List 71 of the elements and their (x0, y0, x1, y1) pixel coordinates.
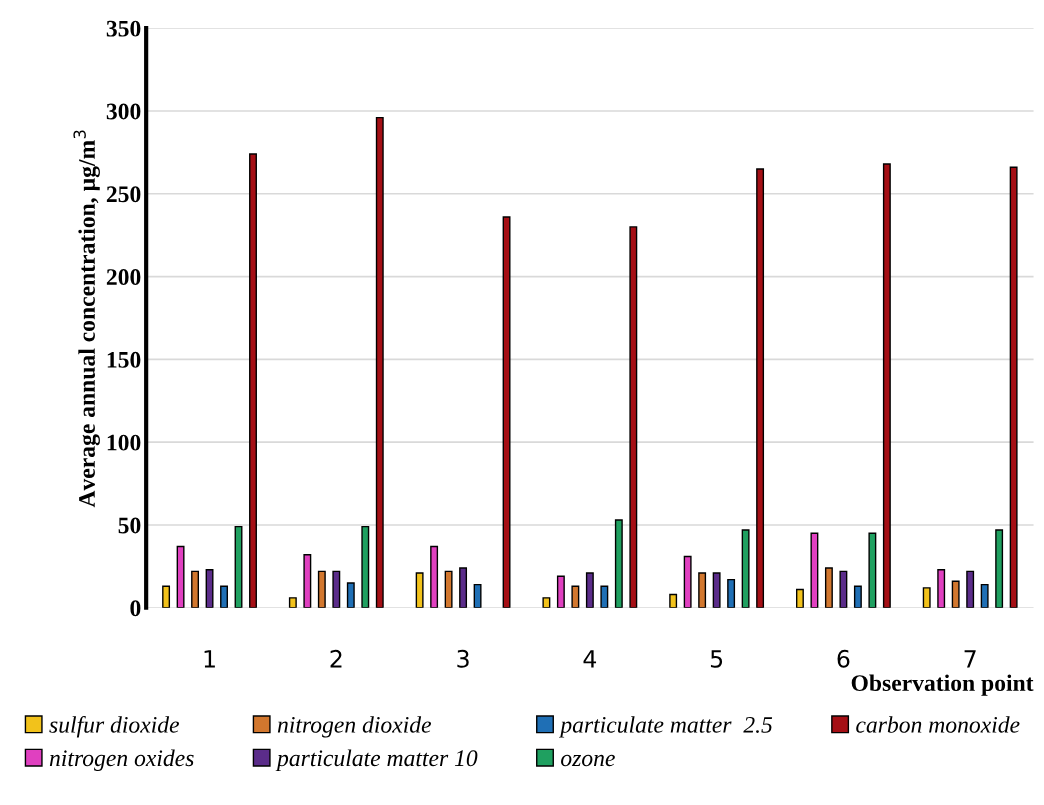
legend-label: carbon monoxide (856, 716, 1020, 733)
bar (937, 568, 946, 608)
bar (824, 567, 833, 608)
bar (629, 226, 638, 608)
bar (980, 583, 989, 608)
bar (853, 585, 862, 608)
bar (995, 529, 1004, 608)
bar (868, 532, 877, 608)
bar (922, 587, 931, 608)
x-tick-label: 2 (330, 649, 342, 668)
bar (415, 572, 424, 608)
x-tick-label: 4 (583, 650, 597, 668)
bar (683, 555, 692, 608)
bar (542, 597, 551, 608)
bar (317, 570, 326, 608)
bar (756, 168, 765, 608)
bar (303, 554, 312, 608)
bar (698, 572, 707, 608)
bar (712, 572, 721, 608)
bar (600, 585, 609, 608)
bar (430, 545, 439, 608)
bar (741, 529, 750, 608)
y-tick-label: 300 (106, 103, 141, 120)
bar (444, 570, 453, 608)
x-tick-label: 3 (457, 649, 469, 668)
bar (176, 545, 185, 608)
bar (1009, 166, 1018, 608)
y-tick-label: 250 (106, 186, 141, 203)
x-tick-label: 6 (837, 649, 850, 668)
bar (361, 525, 370, 608)
bar (191, 570, 200, 608)
bar (556, 575, 565, 608)
bar (951, 580, 960, 608)
legend-label: particulate matter 10 (275, 749, 478, 771)
legend-label: nitrogen dioxide (277, 716, 432, 738)
y-tick-label: 100 (107, 434, 141, 451)
y-tick-label: 50 (118, 517, 141, 534)
legend-label: particulate matter 2.5 (558, 716, 773, 738)
bar (332, 570, 341, 608)
bar (162, 585, 171, 608)
bar (727, 578, 736, 608)
bar (882, 163, 891, 608)
y-axis-title: Average annual concentration, µg/m$^{3}$ (73, 130, 100, 508)
bar (220, 585, 228, 608)
x-tick-label: 1 (204, 650, 215, 668)
legend-label: ozone (561, 754, 615, 767)
bar (795, 588, 804, 608)
bar (375, 116, 384, 608)
bar (571, 585, 580, 608)
x-tick-label: 7 (964, 650, 976, 668)
bar (459, 567, 468, 608)
bar (614, 519, 623, 608)
bar (288, 597, 297, 608)
y-tick-label: 350 (106, 20, 141, 37)
y-tick-label: 200 (106, 269, 141, 285)
bar (810, 532, 819, 608)
bar (502, 216, 511, 608)
x-axis-title: Observation point (851, 674, 1034, 696)
y-tick-label: 150 (107, 351, 141, 368)
bar (585, 572, 594, 608)
bar (966, 570, 975, 608)
bar (839, 570, 848, 608)
bar (346, 582, 355, 608)
legend-label: sulfur dioxide (49, 715, 180, 738)
legend-label: nitrogen oxides (49, 749, 194, 771)
bar (669, 593, 678, 608)
x-tick-label: 5 (710, 650, 723, 668)
y-tick-label: 0 (130, 600, 141, 617)
bar (205, 568, 214, 608)
bar (249, 153, 257, 608)
bar (473, 583, 482, 608)
